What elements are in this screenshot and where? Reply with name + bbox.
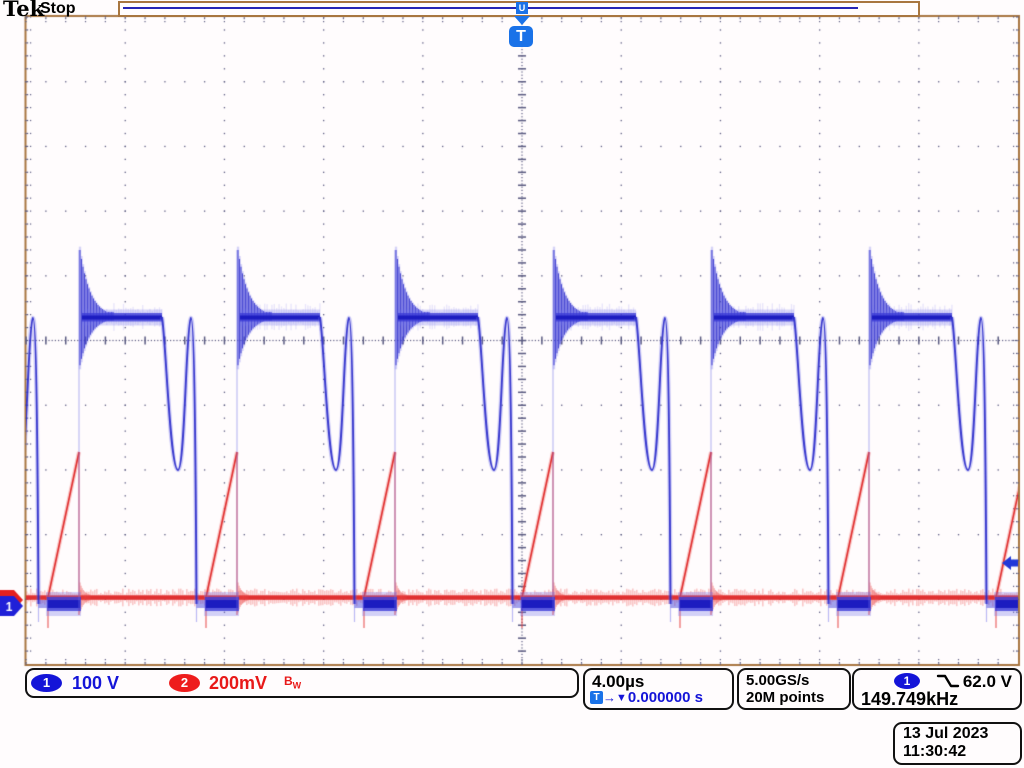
trigger-readout-box: 1 62.0 V 149.749kHz: [852, 668, 1022, 710]
horizontal-readout-box: 4.00µs T → ▼ 0.000000 s: [583, 668, 734, 710]
trigger-position-arrow-icon: [514, 16, 530, 25]
time-label: 11:30:42: [903, 743, 967, 760]
falling-edge-icon: [936, 674, 960, 688]
trigger-delay-readout: T → ▼ 0.000000 s: [590, 689, 703, 706]
ch1-badge: 1: [31, 674, 62, 692]
acquisition-readout-box: 5.00GS/s 20M points: [737, 668, 851, 710]
marker-triangle-icon: ▼: [616, 691, 627, 704]
arrow-icon: →: [603, 690, 616, 705]
ch2-badge: 2: [169, 674, 200, 692]
ch2-scale: 200mV: [209, 673, 268, 693]
datetime-box: 13 Jul 2023 11:30:42: [893, 722, 1022, 765]
trigger-level: 62.0 V: [962, 672, 1012, 691]
ch2-bandwidth-limit-icon: BW: [284, 674, 302, 691]
record-trigger-position-icon: U: [516, 2, 528, 14]
ch1-scale: 100 V: [72, 673, 120, 693]
date-label: 13 Jul 2023: [903, 725, 989, 742]
record-view-bar: U: [118, 1, 920, 17]
delay-value: 0.000000 s: [627, 689, 703, 706]
trigger-t-chip-icon: T: [590, 691, 603, 704]
channel-readout-box: 1 100 V 2 200mV BW: [25, 668, 579, 698]
tek-logo: Tek: [3, 0, 45, 21]
record-length: 20M points: [746, 689, 825, 706]
trigger-frequency: 149.749kHz: [861, 689, 959, 709]
acquisition-state-label: Stop: [40, 0, 76, 17]
trigger-source-badge: 1: [894, 673, 920, 689]
record-waveform-line: [123, 7, 858, 9]
trigger-t-icon: T: [509, 26, 533, 47]
timebase-scale: 4.00µs: [592, 672, 645, 691]
sample-rate: 5.00GS/s: [746, 672, 810, 689]
